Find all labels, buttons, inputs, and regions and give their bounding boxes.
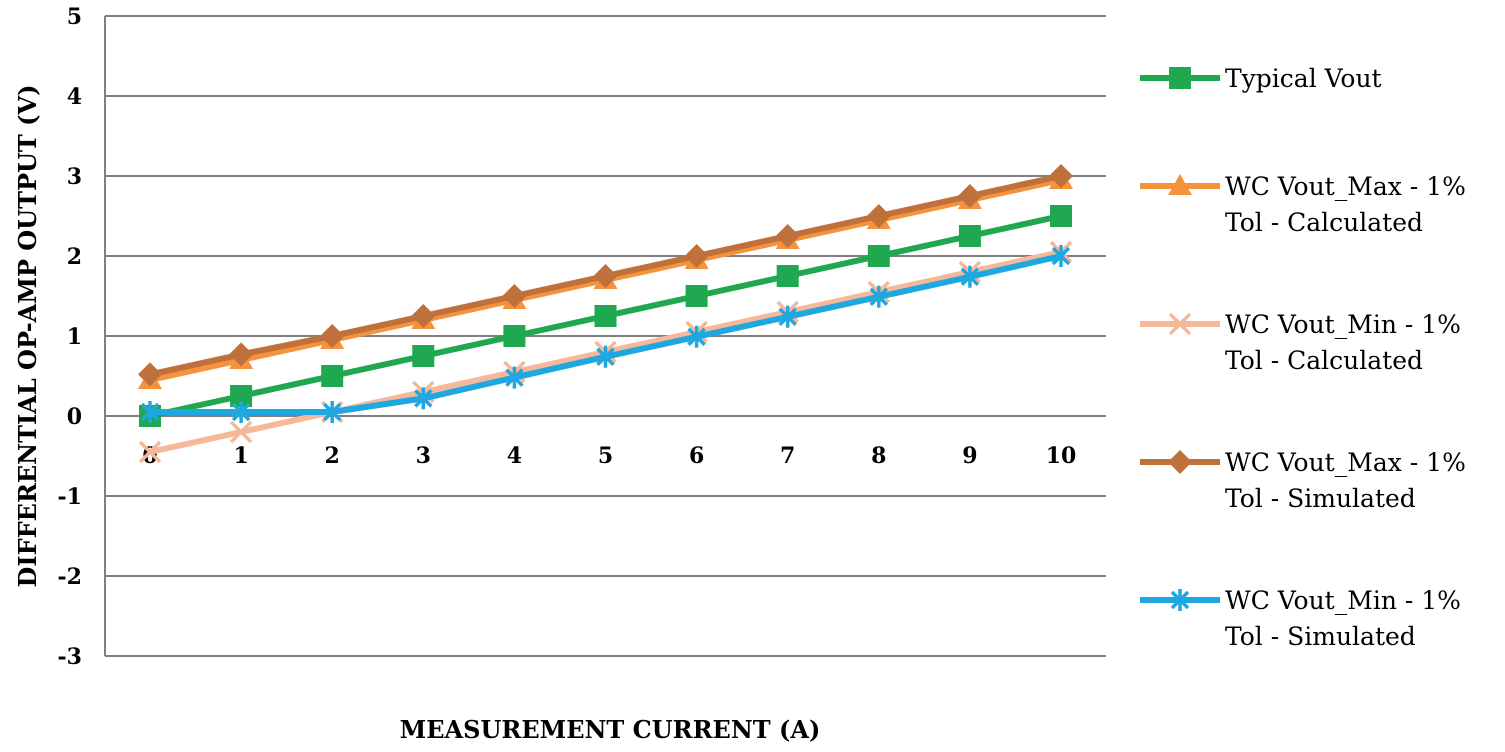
legend-entry: Typical Vout [1140, 64, 1382, 93]
data-point [776, 265, 799, 287]
data-point [412, 345, 435, 367]
legend-label: Tol - Calculated [1225, 346, 1423, 375]
data-point [1168, 174, 1192, 195]
data-point [502, 284, 527, 308]
legend-entry: WC Vout_Min - 1% Tol - Calculated [1140, 310, 1461, 375]
legend-label: WC Vout_Max - 1% [1225, 172, 1466, 201]
data-point [593, 264, 618, 288]
data-point [1170, 589, 1190, 611]
data-point [505, 366, 524, 389]
legend-label: Tol - Simulated [1225, 622, 1416, 651]
data-point [229, 342, 254, 367]
data-point [684, 244, 709, 268]
data-point [685, 285, 708, 307]
data-point [867, 245, 890, 267]
y-tick-label: 0 [67, 404, 82, 430]
y-tick-label: 5 [67, 4, 82, 30]
legend-label: Tol - Simulated [1225, 484, 1416, 513]
x-tick-label: 4 [507, 443, 522, 469]
data-point [1049, 164, 1073, 188]
data-point [687, 325, 706, 348]
y-tick-label: -1 [58, 484, 82, 510]
y-tick-label: 3 [67, 164, 82, 190]
data-point [138, 440, 162, 464]
legend-label: Tol - Calculated [1225, 208, 1423, 237]
data-point [778, 305, 797, 328]
legend-label: Typical Vout [1225, 64, 1382, 93]
data-point [594, 305, 617, 327]
x-tick-labels: 0 1 2 3 4 5 6 7 8 9 10 [142, 443, 1076, 469]
data-point [958, 225, 981, 247]
legend-entry: WC Vout_Max - 1% Tol - Calculated [1140, 172, 1466, 237]
x-tick-label: 8 [871, 443, 886, 469]
legend-label: WC Vout_Max - 1% [1225, 448, 1466, 477]
data-point [230, 385, 253, 407]
data-point [321, 365, 344, 387]
data-point [1051, 245, 1071, 267]
x-tick-label: 1 [233, 443, 248, 469]
series-diamond [138, 164, 1073, 387]
data-point [414, 387, 433, 410]
y-tick-labels: 5 4 3 2 1 0 -1 -2 -3 [58, 4, 82, 670]
data-point [960, 265, 980, 288]
legend-label: WC Vout_Min - 1% [1225, 586, 1461, 615]
x-tick-label: 6 [689, 443, 704, 469]
x-tick-label: 7 [780, 443, 795, 469]
y-axis-title: DIFFERENTIAL OP-AMP OUTPUT (V) [13, 85, 42, 588]
y-tick-label: 1 [67, 324, 82, 350]
data-point [231, 401, 251, 423]
data-point [229, 420, 253, 444]
data-point [1168, 312, 1192, 336]
data-point [503, 325, 526, 347]
data-point [320, 324, 345, 348]
data-point [596, 345, 615, 368]
legend-label: WC Vout_Min - 1% [1225, 310, 1461, 339]
y-tick-label: 2 [67, 244, 82, 270]
data-point [1169, 67, 1191, 89]
series-star [140, 245, 1071, 423]
x-tick-label: 2 [325, 443, 340, 469]
x-tick-label: 9 [962, 443, 977, 469]
x-tick-label: 10 [1046, 443, 1077, 469]
x-tick-label: 3 [416, 443, 431, 469]
y-tick-label: -2 [58, 564, 82, 590]
data-point [411, 304, 436, 328]
data-point [957, 184, 982, 208]
y-tick-label: 4 [67, 84, 82, 110]
legend: Typical Vout WC Vout_Max - 1% Tol - Calcul… [1140, 64, 1466, 651]
data-point [322, 401, 342, 423]
data-point [138, 362, 162, 387]
x-tick-label: 5 [598, 443, 613, 469]
data-point [1050, 205, 1072, 227]
data-point [775, 224, 800, 248]
data-point [869, 285, 889, 308]
series-group [138, 164, 1073, 464]
data-point [140, 401, 160, 423]
data-point [1168, 450, 1192, 474]
legend-entry: WC Vout_Max - 1% Tol - Simulated [1140, 448, 1466, 513]
data-point [866, 204, 891, 228]
legend-entry: WC Vout_Min - 1% Tol - Simulated [1140, 586, 1461, 651]
gridlines [105, 15, 1106, 657]
series-square [139, 205, 1072, 427]
x-axis-title: MEASUREMENT CURRENT (A) [400, 715, 821, 744]
y-tick-label: -3 [58, 644, 82, 670]
